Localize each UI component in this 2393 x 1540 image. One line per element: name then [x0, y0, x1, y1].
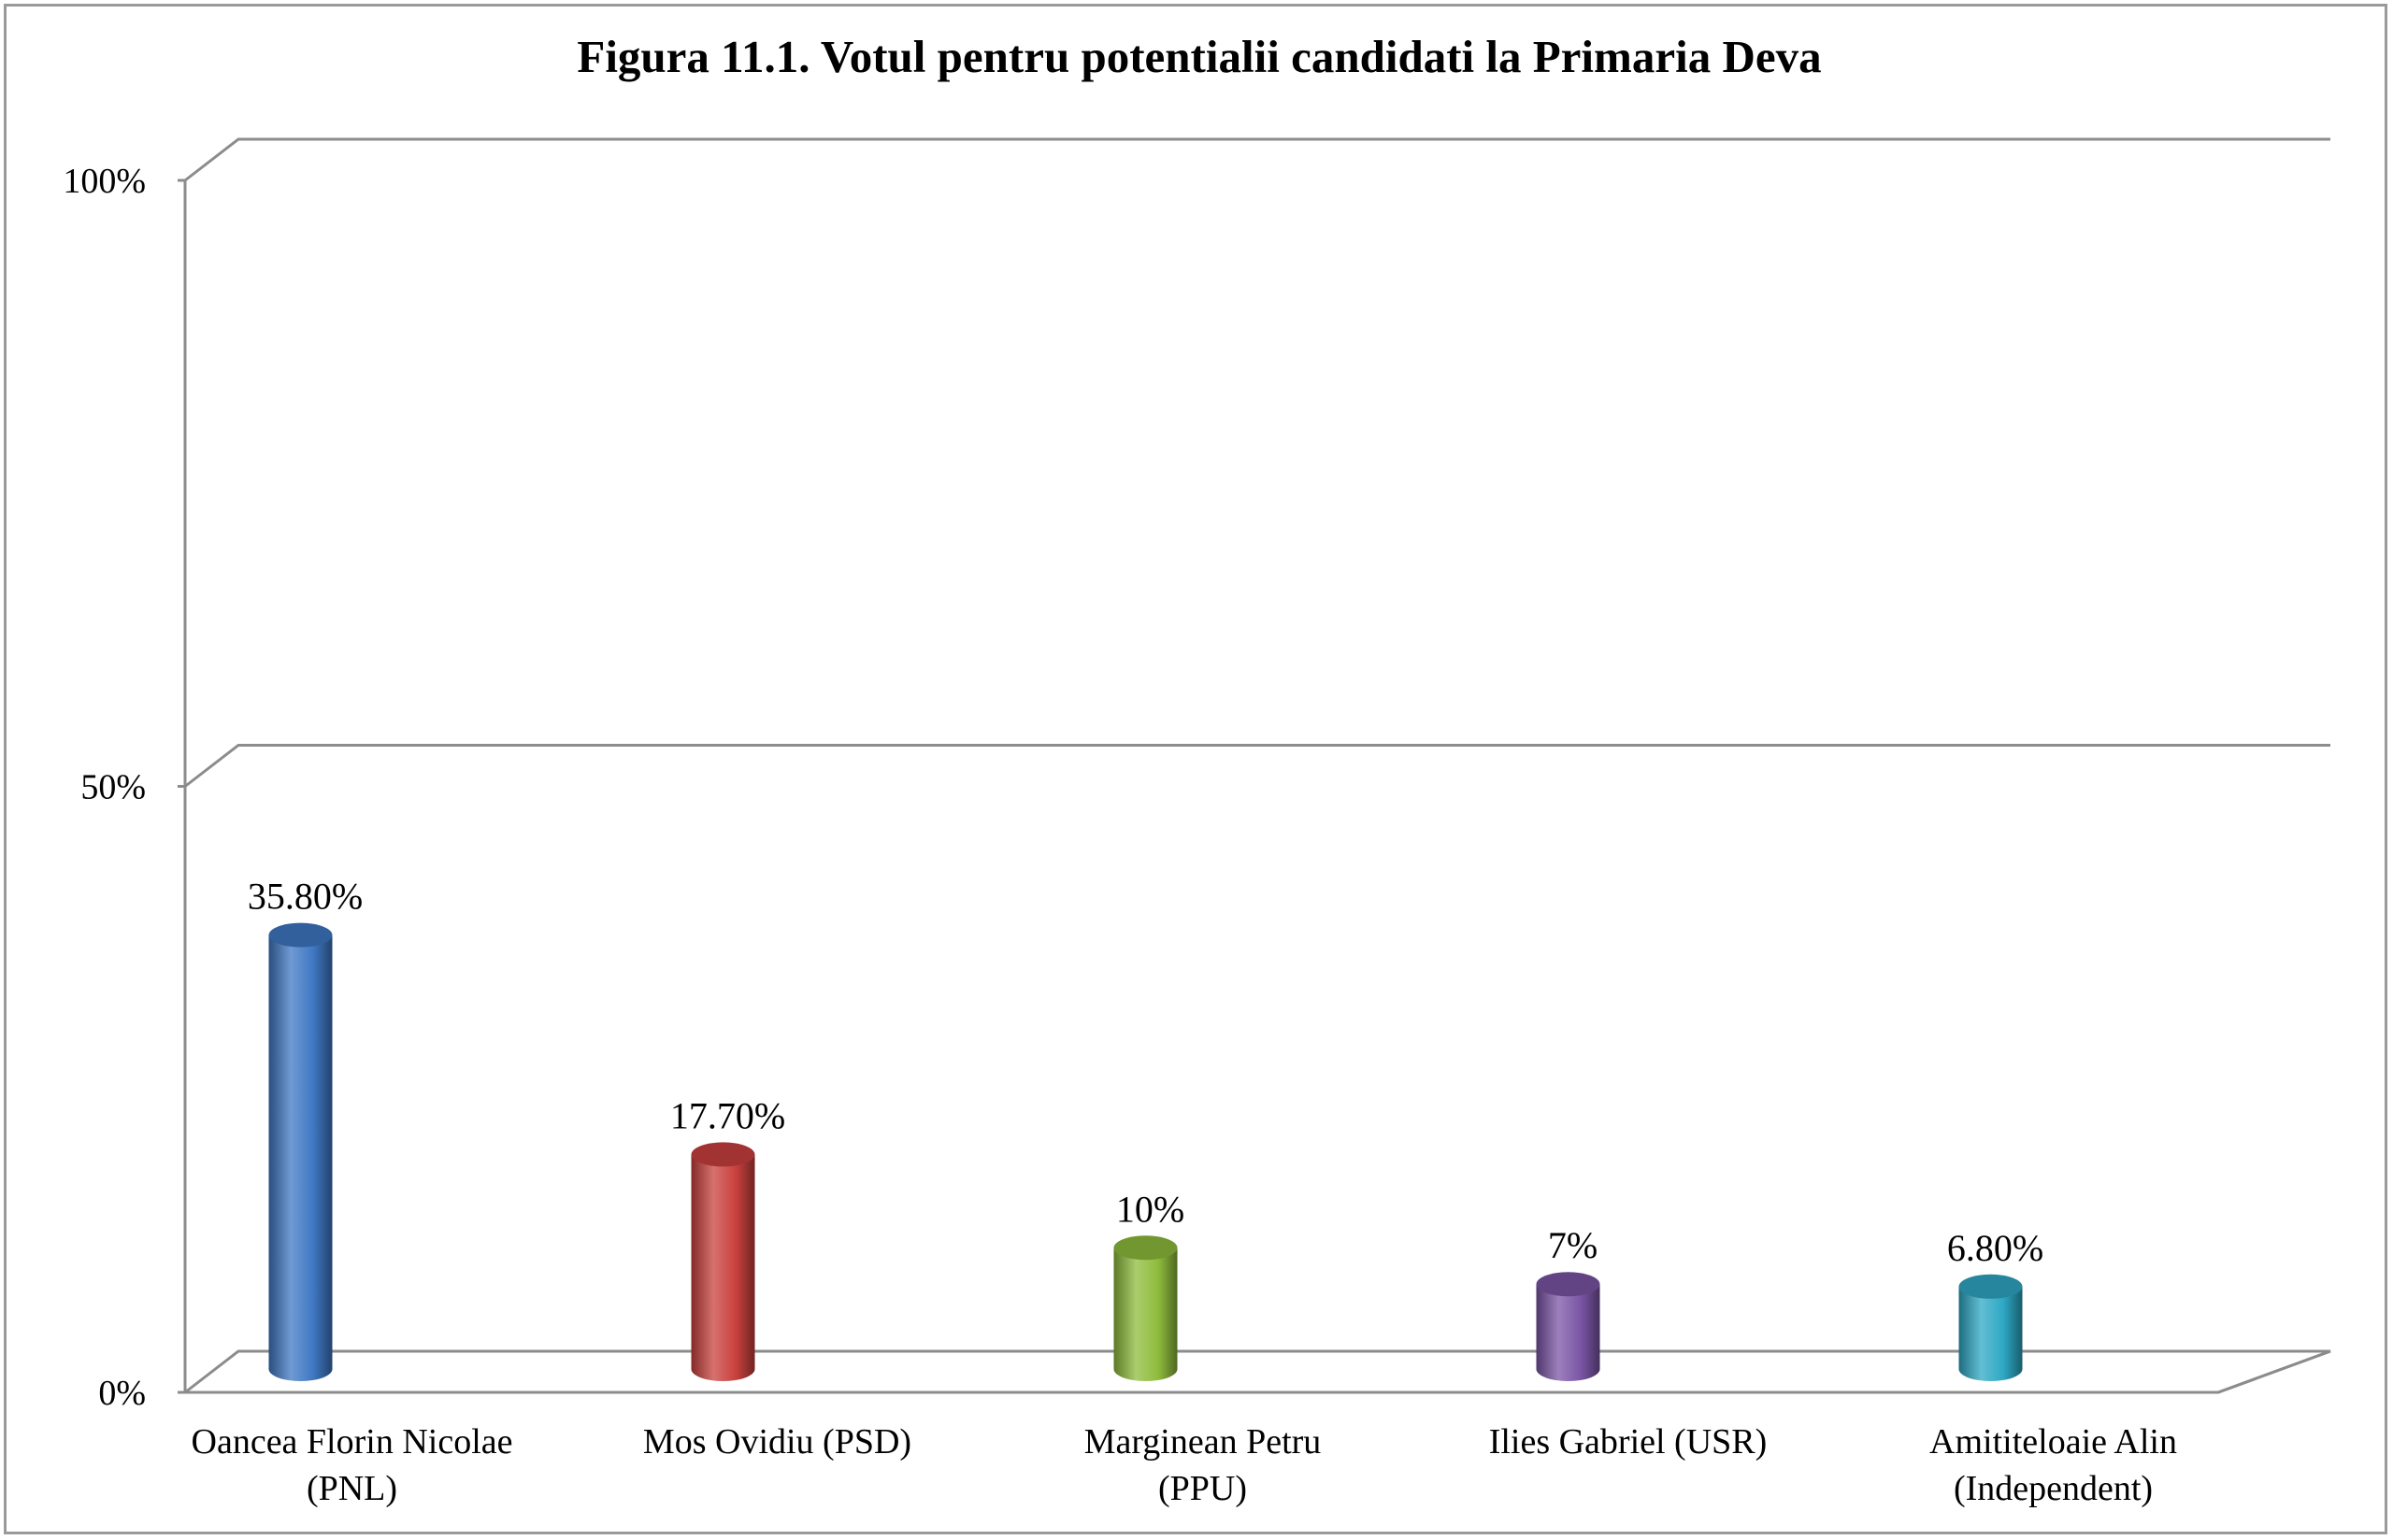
bars — [268, 922, 2023, 1381]
x-axis-labels: Oancea Florin Nicolae (PNL) Mos Ovidiu (PS… — [192, 1422, 2177, 1508]
data-label: 7% — [1548, 1224, 1598, 1266]
y-tick-label: 50% — [80, 768, 146, 807]
gridline — [184, 744, 2330, 788]
bar — [1536, 1272, 1600, 1381]
bar-top — [691, 1142, 755, 1167]
chart-walls — [178, 137, 2331, 1394]
chart-frame: Figura 11.1. Votul pentru potentialii ca… — [4, 4, 2387, 1534]
y-tick-label: 100% — [63, 162, 146, 201]
x-tick-label: Ilies Gabriel (USR) — [1489, 1422, 1768, 1462]
x-tick-label: Amititeloaie Alin (Independent) — [1929, 1422, 2177, 1508]
x-tick-label: Marginean Petru (PPU) — [1084, 1422, 1322, 1508]
data-label: 10% — [1116, 1188, 1184, 1230]
bar — [1958, 1274, 2023, 1381]
bar-body — [1113, 1248, 1178, 1381]
y-tick-label: 0% — [98, 1374, 146, 1413]
bar — [1113, 1235, 1178, 1381]
x-tick-label: Mos Ovidiu (PSD) — [643, 1422, 911, 1462]
chart-title: Figura 11.1. Votul pentru potentialii ca… — [577, 31, 1821, 82]
y-axis-ticks: 0% 50% 100% — [63, 162, 146, 1413]
floor-edge — [2217, 1349, 2331, 1394]
bar-top — [1958, 1274, 2023, 1299]
bar-body — [691, 1154, 755, 1381]
bar — [691, 1142, 755, 1381]
data-label: 17.70% — [670, 1094, 785, 1136]
gridline — [184, 137, 2330, 182]
bar-body — [268, 934, 333, 1381]
bar-top — [1113, 1235, 1178, 1261]
bar-body — [1536, 1284, 1600, 1381]
bar-body — [1958, 1286, 2023, 1381]
bar-top — [1536, 1272, 1600, 1297]
bar-chart: Figura 11.1. Votul pentru potentialii ca… — [63, 31, 2331, 1508]
bar-top — [268, 922, 333, 948]
x-tick-label: Oancea Florin Nicolae (PNL) — [192, 1422, 513, 1508]
data-labels: 35.80% 17.70% 10% 7% 6.80% — [248, 876, 2043, 1269]
bar — [268, 922, 333, 1381]
data-label: 6.80% — [1947, 1227, 2043, 1269]
data-label: 35.80% — [248, 876, 363, 918]
